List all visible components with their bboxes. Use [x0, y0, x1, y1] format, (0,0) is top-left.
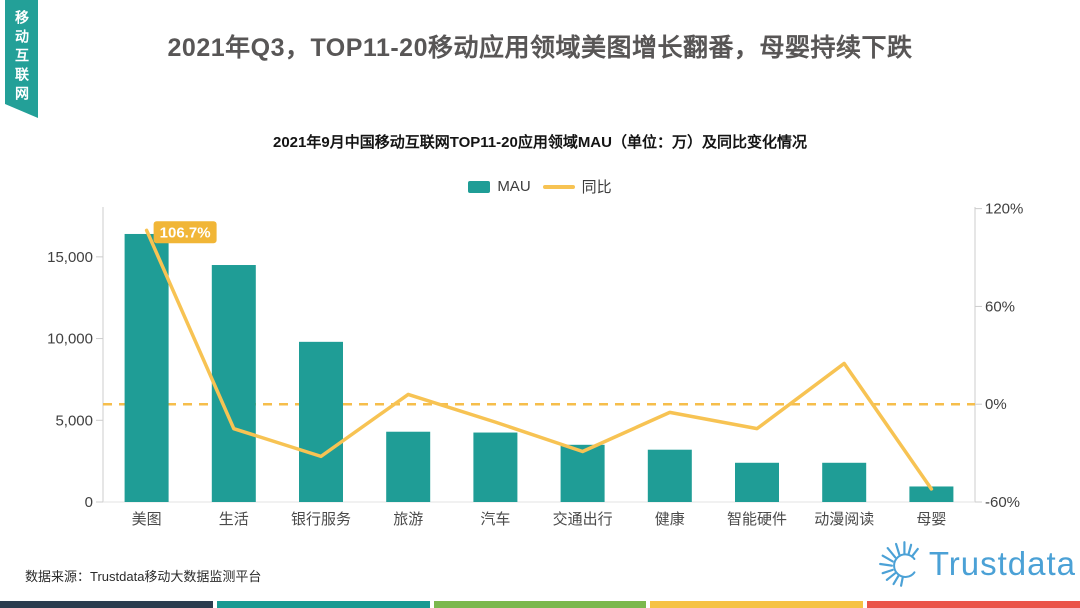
- growth-annotation-label: 106.7%: [160, 224, 211, 241]
- right-tick-label: 60%: [985, 298, 1015, 315]
- data-source-note: 数据来源：Trustdata移动大数据监测平台: [25, 569, 262, 584]
- footer-segment: [0, 601, 213, 608]
- chart-area: 0 5,000 10,000 15,000 -60% 0% 60% 120% 美图 生活 银行服务 旅…: [0, 200, 1080, 540]
- legend-item-yoy: 同比: [542, 176, 612, 197]
- yoy-line-swatch-icon: [542, 184, 575, 189]
- mau-swatch-icon: [468, 180, 491, 193]
- mau-bar: [647, 449, 692, 502]
- footer-segment: [433, 601, 647, 608]
- chart-legend: MAU 同比: [0, 176, 1080, 197]
- category-label: 生活: [219, 511, 249, 528]
- footer-segment: [867, 601, 1080, 608]
- left-tick-label: 10,000: [47, 331, 93, 348]
- category-label: 汽车: [480, 511, 510, 528]
- legend-label-yoy: 同比: [581, 179, 612, 196]
- left-tick-label: 15,000: [47, 249, 93, 266]
- mau-bar: [211, 265, 256, 502]
- left-tick-label: 0: [85, 494, 93, 511]
- category-label: 智能硬件: [727, 510, 787, 528]
- right-tick-label: 0%: [985, 396, 1007, 413]
- page-title: 2021年Q3，TOP11-20移动应用领域美图增长翻番，母婴持续下跌: [167, 34, 913, 62]
- legend-item-mau: MAU: [468, 178, 531, 195]
- mau-bar: [473, 432, 518, 502]
- category-label: 旅游: [393, 511, 423, 528]
- mau-bar: [124, 233, 169, 502]
- footer-segment: [650, 601, 864, 608]
- mau-bar: [560, 444, 605, 502]
- yoy-line: [144, 228, 934, 491]
- footer-color-strip: [0, 601, 1080, 608]
- growth-annotation-box: [153, 221, 217, 244]
- right-tick-label: -60%: [985, 494, 1020, 511]
- legend-label-mau: MAU: [497, 178, 531, 195]
- category-label: 健康: [655, 511, 685, 528]
- category-label: 银行服务: [291, 511, 351, 528]
- mau-bar: [822, 462, 867, 502]
- trustdata-sunburst-icon: [879, 541, 919, 587]
- category-label: 美图: [132, 511, 162, 528]
- trustdata-logo-text: Trustdata: [928, 545, 1076, 582]
- mau-bar: [735, 462, 779, 502]
- mau-bar: [299, 341, 343, 502]
- ribbon-label: 移动互联网: [14, 10, 30, 105]
- mau-bar: [909, 486, 954, 502]
- chart-title: 2021年9月中国移动互联网TOP11-20应用领域MAU（单位：万）及同比变化…: [273, 134, 807, 151]
- category-label: 交通出行: [553, 510, 613, 528]
- category-label: 母婴: [916, 511, 946, 528]
- combo-chart: 0 5,000 10,000 15,000 -60% 0% 60% 120% 美图 生活 银行服务 旅…: [47, 201, 1023, 528]
- left-tick-label: 5,000: [55, 412, 93, 429]
- trustdata-logo: Trustdata: [876, 530, 1076, 598]
- mau-bar: [386, 431, 431, 502]
- right-tick-label: 120%: [985, 201, 1023, 218]
- footer-segment: [216, 601, 430, 608]
- category-label: 动漫阅读: [814, 511, 874, 528]
- corner-ribbon: 移动互联网: [5, 0, 38, 118]
